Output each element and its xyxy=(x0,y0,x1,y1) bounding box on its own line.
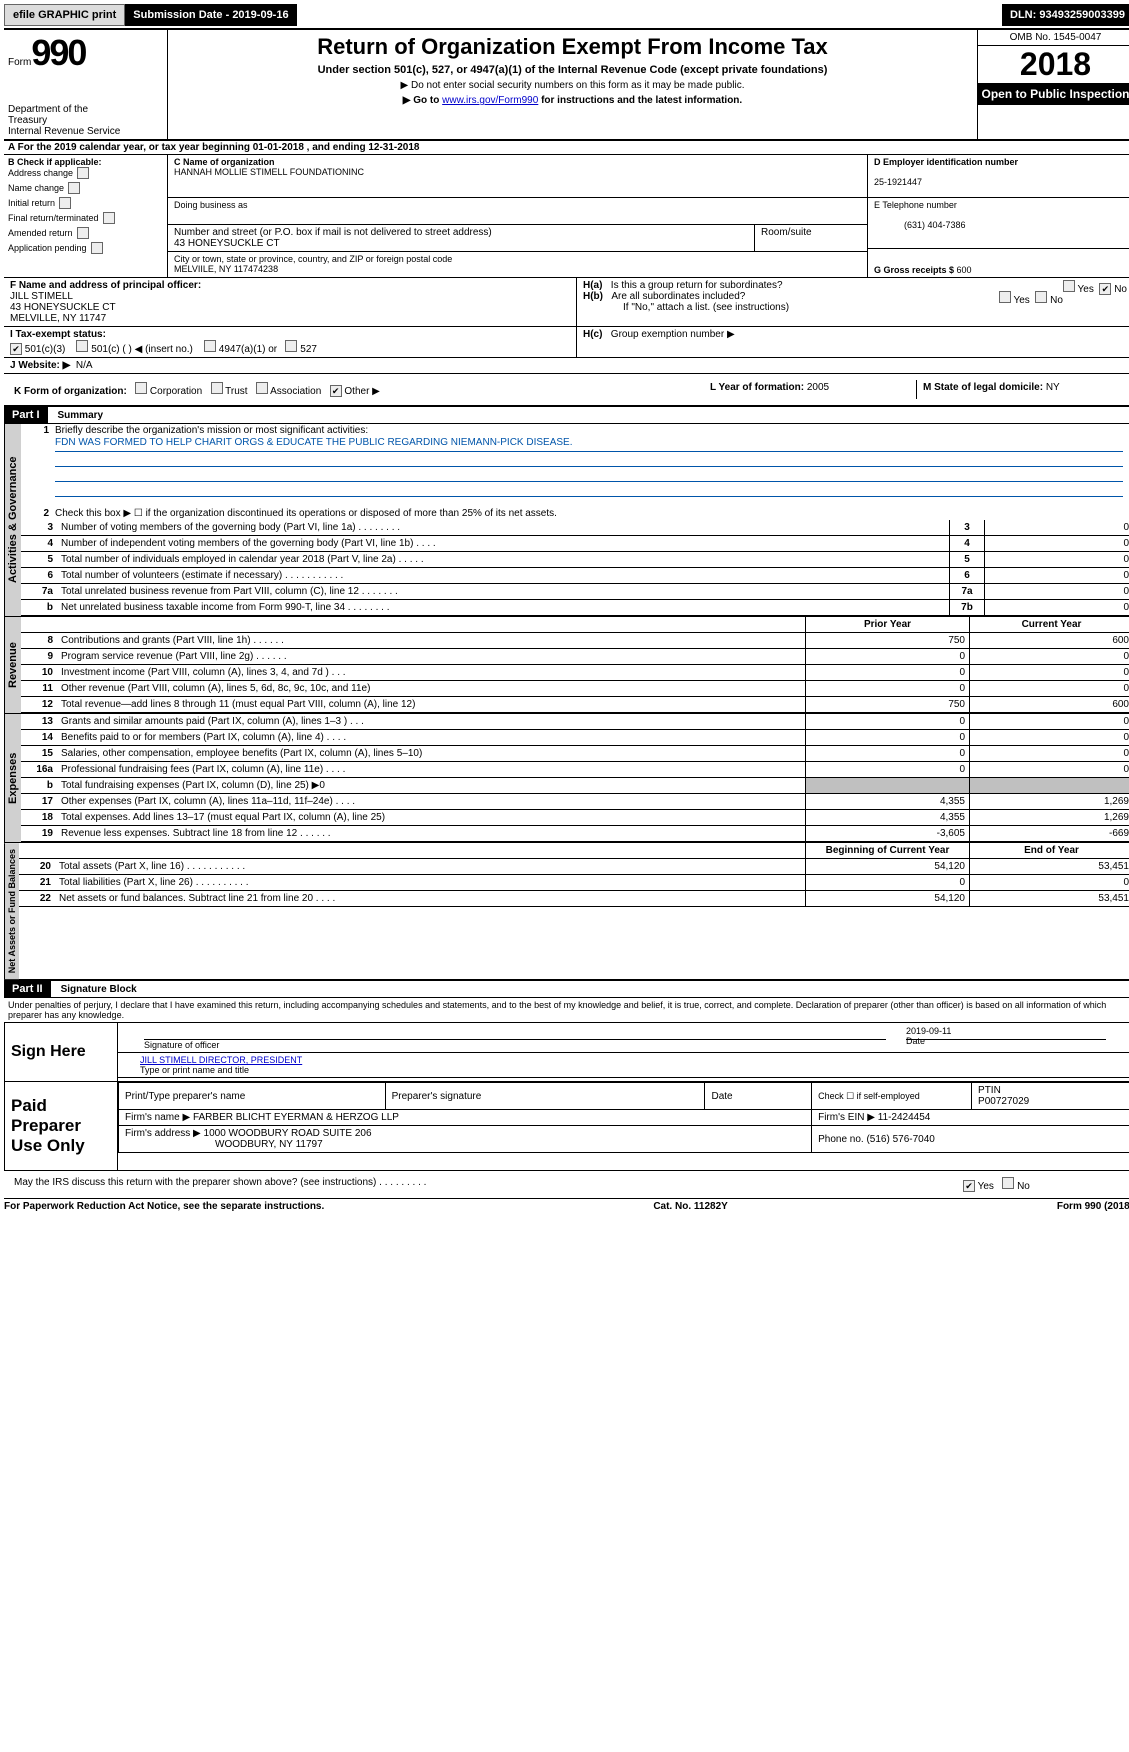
g-gross-label: G Gross receipts $ xyxy=(874,265,957,275)
check-initial-return[interactable] xyxy=(59,197,71,209)
hb-yes[interactable] xyxy=(999,291,1011,303)
form-note1: ▶ Do not enter social security numbers o… xyxy=(172,80,973,91)
check-amended[interactable] xyxy=(77,227,89,239)
officer-name: JILL STIMELL xyxy=(10,291,73,302)
dba-label: Doing business as xyxy=(174,200,248,210)
check-name-change[interactable] xyxy=(68,182,80,194)
officer-name-link[interactable]: JILL STIMELL DIRECTOR, PRESIDENT xyxy=(140,1055,302,1065)
check-assoc[interactable] xyxy=(256,382,268,394)
hb-no[interactable] xyxy=(1035,291,1047,303)
ha-yes[interactable] xyxy=(1063,280,1075,292)
part2-header: Part II Signature Block xyxy=(4,980,1129,998)
city-value: MELVIILE, NY 117474238 xyxy=(174,264,278,274)
block-netassets: Net Assets or Fund Balances Beginning of… xyxy=(4,843,1129,980)
may-irs-row: May the IRS discuss this return with the… xyxy=(4,1171,1129,1199)
e-phone-label: E Telephone number xyxy=(874,200,957,210)
ptin-value: P00727029 xyxy=(978,1096,1029,1107)
check-501c[interactable] xyxy=(76,340,88,352)
perjury-text: Under penalties of perjury, I declare th… xyxy=(4,998,1129,1022)
dept-line3: Internal Revenue Service xyxy=(8,126,163,137)
expenses-table: 13Grants and similar amounts paid (Part … xyxy=(21,714,1129,842)
preparer-table: Print/Type preparer's name Preparer's si… xyxy=(118,1082,1129,1153)
section-b-checks: B Check if applicable: Address change Na… xyxy=(4,155,168,277)
check-4947[interactable] xyxy=(204,340,216,352)
top-bar: efile GRAPHIC print Submission Date - 20… xyxy=(4,4,1129,26)
street-value: 43 HONEYSUCKLE CT xyxy=(174,238,280,249)
form-header: Form990 Department of the Treasury Inter… xyxy=(4,30,1129,141)
check-527[interactable] xyxy=(285,340,297,352)
row-f-h: F Name and address of principal officer:… xyxy=(4,278,1129,327)
phone-value: (631) 404-7386 xyxy=(874,220,966,230)
block-expenses: Expenses 13Grants and similar amounts pa… xyxy=(4,714,1129,843)
check-other[interactable] xyxy=(330,385,342,397)
row-a-tax-year: A For the 2019 calendar year, or tax yea… xyxy=(4,141,1129,155)
form-prefix: Form xyxy=(8,57,31,68)
omb-number: OMB No. 1545-0047 xyxy=(978,30,1129,46)
room-label: Room/suite xyxy=(761,227,812,238)
mission-text: FDN WAS FORMED TO HELP CHARIT ORGS & EDU… xyxy=(55,437,1123,452)
f-officer-label: F Name and address of principal officer: xyxy=(10,280,201,291)
firm-ein: 11-2424454 xyxy=(878,1112,931,1123)
tab-revenue: Revenue xyxy=(4,617,21,713)
gross-value: 600 xyxy=(957,265,972,275)
irs-no[interactable] xyxy=(1002,1177,1014,1189)
sign-here-box: Sign Here Signature of officer 2019-09-1… xyxy=(4,1022,1129,1082)
form-container: Form990 Department of the Treasury Inter… xyxy=(4,28,1129,1214)
form-note2: ▶ Go to www.irs.gov/Form990 for instruct… xyxy=(172,95,973,106)
efile-print-button[interactable]: efile GRAPHIC print xyxy=(4,4,125,26)
block-revenue: Revenue Prior YearCurrent Year 8Contribu… xyxy=(4,617,1129,714)
revenue-table: Prior YearCurrent Year 8Contributions an… xyxy=(21,617,1129,713)
check-trust[interactable] xyxy=(211,382,223,394)
officer-addr2: MELVILLE, NY 11747 xyxy=(10,313,106,324)
irs-link[interactable]: www.irs.gov/Form990 xyxy=(442,95,538,106)
year-formation: L Year of formation: 2005 xyxy=(704,380,917,399)
d-ein-label: D Employer identification number xyxy=(874,157,1018,167)
dln-label: DLN: 93493259003399 xyxy=(1002,4,1129,26)
tab-governance: Activities & Governance xyxy=(4,424,21,616)
firm-addr1: 1000 WOODBURY ROAD SUITE 206 xyxy=(204,1128,372,1139)
check-pending[interactable] xyxy=(91,242,103,254)
ha-no[interactable] xyxy=(1099,283,1111,295)
open-to-public: Open to Public Inspection xyxy=(978,83,1129,105)
part1-header: Part I Summary xyxy=(4,406,1129,424)
tax-year: 2018 xyxy=(978,46,1129,83)
c-label: C Name of organization xyxy=(174,157,275,167)
officer-addr1: 43 HONEYSUCKLE CT xyxy=(10,302,116,313)
submission-date-label: Submission Date - 2019-09-16 xyxy=(125,4,296,26)
netassets-table: Beginning of Current YearEnd of Year 20T… xyxy=(19,843,1129,907)
tab-expenses: Expenses xyxy=(4,714,21,842)
row-j: J Website: ▶ N/A xyxy=(4,358,1129,374)
city-label: City or town, state or province, country… xyxy=(174,254,452,264)
summary-single-table: 3Number of voting members of the governi… xyxy=(21,520,1129,616)
firm-phone: (516) 576-7040 xyxy=(866,1134,934,1145)
org-name: HANNAH MOLLIE STIMELL FOUNDATIONINC xyxy=(174,167,364,177)
section-bcdefgh: B Check if applicable: Address change Na… xyxy=(4,155,1129,278)
check-final-return[interactable] xyxy=(103,212,115,224)
firm-name: FARBER BLICHT EYERMAN & HERZOG LLP xyxy=(193,1112,399,1123)
form-subtitle: Under section 501(c), 527, or 4947(a)(1)… xyxy=(172,64,973,76)
dept-line2: Treasury xyxy=(8,115,163,126)
paid-preparer-box: Paid Preparer Use Only Print/Type prepar… xyxy=(4,1082,1129,1171)
row-i: I Tax-exempt status: 501(c)(3) 501(c) ( … xyxy=(4,327,1129,358)
sig-date: 2019-09-11 xyxy=(906,1026,1106,1036)
check-501c3[interactable] xyxy=(10,343,22,355)
form-title: Return of Organization Exempt From Incom… xyxy=(172,34,973,60)
page-footer: For Paperwork Reduction Act Notice, see … xyxy=(4,1199,1129,1214)
form-number: 990 xyxy=(31,32,85,73)
block-governance: Activities & Governance 1Briefly describ… xyxy=(4,424,1129,617)
ein-value: 25-1921447 xyxy=(874,177,922,187)
check-corp[interactable] xyxy=(135,382,147,394)
irs-yes[interactable] xyxy=(963,1180,975,1192)
check-address-change[interactable] xyxy=(77,167,89,179)
firm-addr2: WOODBURY, NY 11797 xyxy=(125,1139,323,1150)
form-footer-right: Form 990 (2018) xyxy=(1057,1201,1129,1212)
dept-line1: Department of the xyxy=(8,104,163,115)
street-label: Number and street (or P.O. box if mail i… xyxy=(174,227,492,238)
row-klm: K Form of organization: Corporation Trus… xyxy=(4,374,1129,406)
tab-netassets: Net Assets or Fund Balances xyxy=(4,843,19,979)
state-domicile: M State of legal domicile: NY xyxy=(917,380,1129,399)
